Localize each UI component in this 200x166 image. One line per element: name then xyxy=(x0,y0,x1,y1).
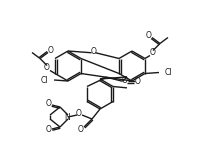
Text: O: O xyxy=(135,77,141,86)
Text: Cl: Cl xyxy=(41,76,48,84)
Text: O: O xyxy=(46,99,52,109)
Text: O: O xyxy=(150,48,156,57)
Text: Cl: Cl xyxy=(165,68,172,77)
Text: O: O xyxy=(91,47,96,56)
Text: O: O xyxy=(48,46,54,55)
Text: O: O xyxy=(76,109,82,118)
Text: O: O xyxy=(46,125,52,134)
Text: O: O xyxy=(146,31,152,40)
Text: O: O xyxy=(44,63,50,72)
Text: O: O xyxy=(78,124,84,133)
Text: O: O xyxy=(122,76,127,85)
Text: N: N xyxy=(64,113,70,122)
